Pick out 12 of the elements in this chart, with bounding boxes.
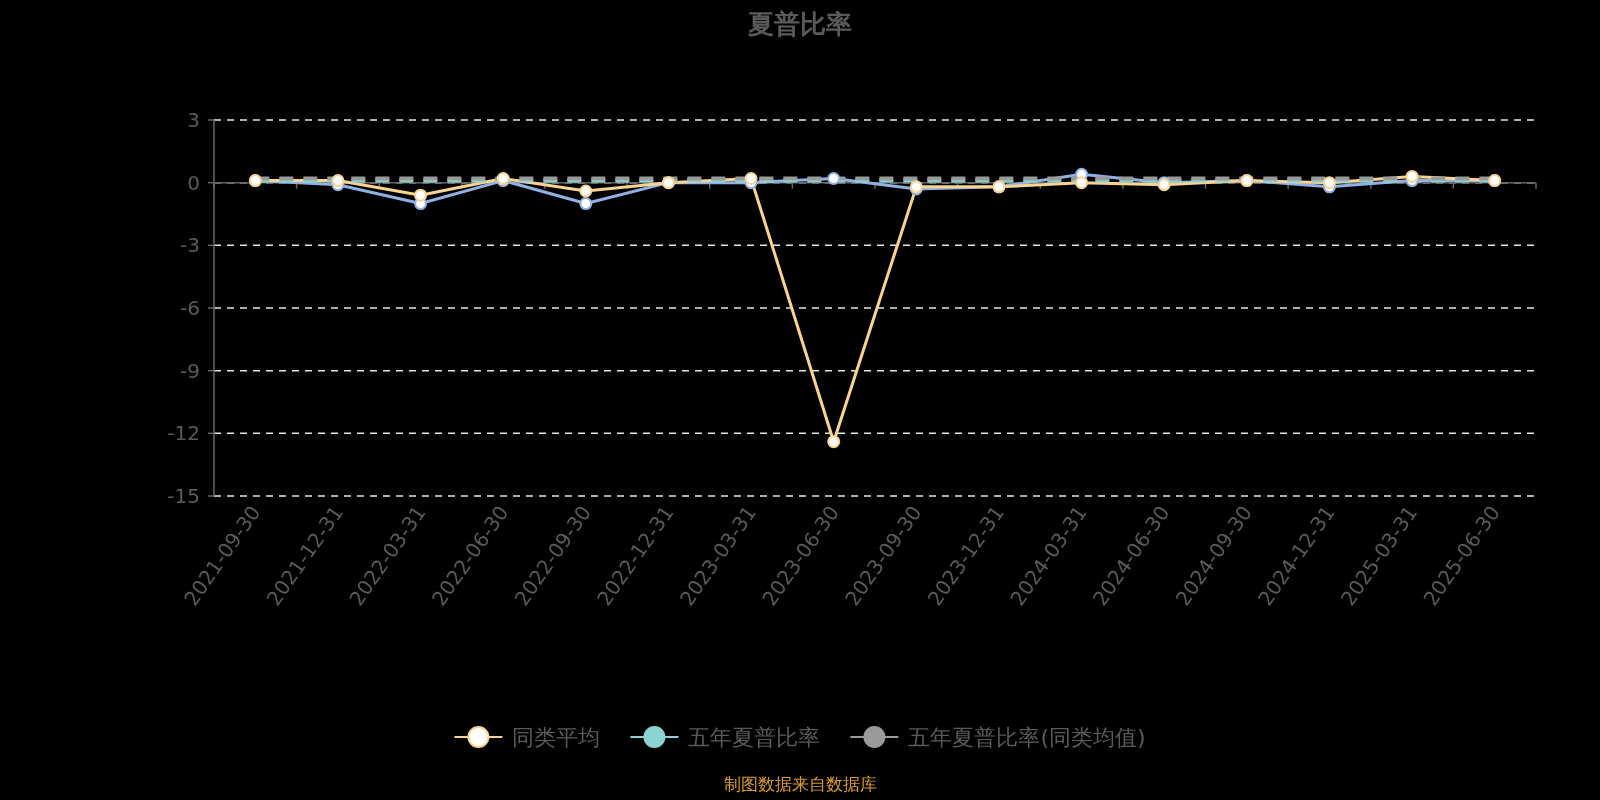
annotation: 制图数据来自数据库 bbox=[723, 774, 877, 794]
y-tick-label: 3 bbox=[187, 108, 200, 132]
y-tick-label: -9 bbox=[180, 358, 200, 383]
y-tick-label: -12 bbox=[167, 421, 200, 446]
legend-label: 五年夏普比率 bbox=[688, 725, 821, 750]
y-tick-label: -3 bbox=[180, 233, 200, 258]
y-tick-label: -6 bbox=[180, 296, 200, 320]
y-tick-label: -15 bbox=[167, 484, 200, 508]
legend-label: 同类平均 bbox=[512, 725, 601, 750]
title: 夏普比率 bbox=[748, 9, 852, 39]
y-tick-label: 0 bbox=[187, 170, 200, 195]
legend-label: 五年夏普比率(同类均值) bbox=[908, 725, 1146, 750]
